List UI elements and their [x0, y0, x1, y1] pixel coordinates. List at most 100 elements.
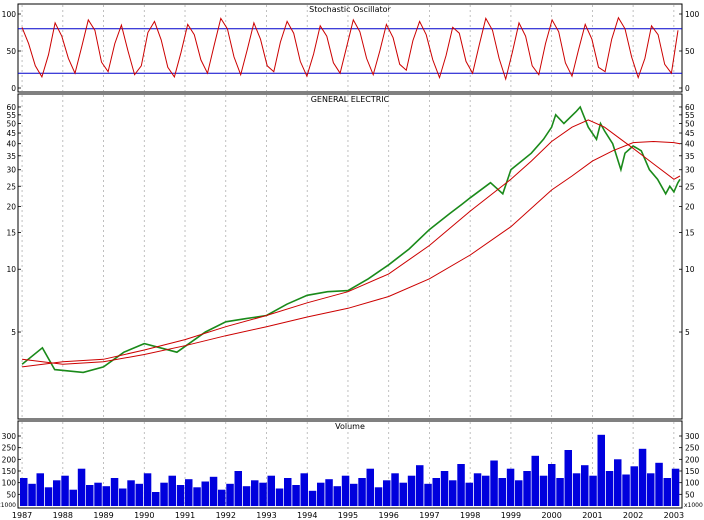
y-tick-label: 35	[685, 152, 695, 161]
volume-bar	[614, 459, 622, 506]
volume-bar	[28, 483, 36, 506]
volume-bar	[44, 487, 53, 506]
volume-bar	[399, 482, 407, 506]
y-tick-label: 250	[685, 444, 700, 453]
volume-bar	[251, 480, 259, 506]
y-tick-label: 150	[685, 467, 700, 476]
stochastic-panel: Stochastic Oscillator 0 0 50 50 100 100	[2, 3, 700, 93]
volume-bar	[226, 483, 234, 506]
x-tick-label: 1999	[501, 511, 521, 520]
volume-bar	[300, 473, 308, 506]
volume-bar	[218, 489, 226, 506]
x-tick-label: 2001	[582, 511, 602, 520]
y-tick-label: 25	[6, 182, 16, 191]
volume-bar	[366, 468, 374, 506]
volume-bar	[350, 483, 358, 506]
volume-bar	[457, 464, 465, 506]
x-tick-label: 1994	[297, 511, 317, 520]
volume-title: Volume	[335, 422, 365, 431]
volume-bar	[160, 482, 168, 506]
volume-bar	[284, 478, 292, 506]
y-tick-label: 50	[6, 47, 16, 56]
volume-bar	[275, 488, 284, 506]
y-tick-label: 100	[685, 479, 700, 488]
volume-bar	[473, 473, 482, 506]
volume-bar	[94, 482, 102, 506]
x-tick-label: 2003	[664, 511, 684, 520]
y-tick-label: 30	[6, 166, 16, 175]
y-tick-label: 50	[685, 490, 695, 499]
x-tick-label: 1989	[93, 511, 113, 520]
x-tick-label: 1992	[216, 511, 236, 520]
volume-bar	[69, 489, 77, 506]
volume-bar	[506, 468, 515, 506]
volume-bar	[358, 478, 366, 506]
volume-bar	[259, 482, 267, 506]
y-tick-label: 100	[2, 10, 17, 19]
volume-scale-label: x1000	[0, 502, 16, 509]
volume-bar	[267, 475, 275, 506]
volume-bar	[515, 480, 523, 506]
volume-bar	[597, 434, 605, 506]
volume-bar	[176, 485, 185, 506]
volume-bar	[168, 475, 176, 506]
y-tick-label: 25	[685, 182, 695, 191]
y-tick-label: 40	[6, 140, 16, 149]
volume-bar	[53, 480, 61, 506]
y-tick-label: 15	[6, 229, 16, 238]
y-tick-label: 45	[6, 129, 16, 138]
volume-bar	[77, 468, 86, 506]
volume-bar	[110, 478, 119, 506]
volume-bar	[638, 448, 647, 506]
volume-bar	[86, 485, 94, 506]
x-tick-label: 2000	[541, 511, 561, 520]
volume-bar	[655, 462, 663, 506]
y-tick-label: 50	[685, 47, 695, 56]
volume-bar	[374, 487, 383, 506]
volume-bar	[234, 471, 242, 506]
price-line	[21, 105, 681, 374]
volume-bar	[209, 476, 218, 506]
y-tick-label: 20	[685, 202, 695, 211]
y-tick-label: 100	[685, 10, 700, 19]
volume-bar	[308, 490, 317, 506]
y-tick-label: 35	[6, 152, 16, 161]
moving-average-long	[22, 140, 681, 365]
volume-bar	[482, 475, 490, 506]
volume-bar	[572, 473, 581, 506]
volume-bar	[292, 485, 300, 506]
y-tick-label: 250	[2, 444, 17, 453]
volume-bar	[498, 478, 506, 506]
y-tick-label: 10	[685, 265, 695, 274]
volume-bar	[143, 473, 152, 506]
y-tick-label: 200	[685, 455, 700, 464]
x-tick-label: 2002	[623, 511, 643, 520]
stochastic-title: Stochastic Oscillator	[309, 5, 391, 14]
volume-bar	[61, 475, 69, 506]
volume-bar	[564, 450, 572, 506]
volume-bar	[407, 475, 416, 506]
volume-bar	[20, 478, 28, 506]
volume-bar	[449, 480, 457, 506]
volume-panel: Volume 50 50 100 100 150 150 200 200 250 250 300 30…	[0, 420, 703, 509]
volume-bar	[671, 468, 680, 506]
x-tick-label: 1996	[379, 511, 399, 520]
volume-bar	[36, 473, 44, 506]
volume-bar	[440, 471, 449, 506]
volume-bar	[135, 483, 143, 506]
volume-bar	[119, 488, 127, 506]
x-tick-label: 1993	[256, 511, 276, 520]
y-tick-label: 300	[2, 432, 17, 441]
volume-bar	[325, 479, 333, 506]
volume-bar	[523, 471, 531, 506]
volume-bar	[432, 478, 440, 506]
y-tick-label: 0	[11, 84, 16, 93]
y-tick-label: 5	[11, 328, 16, 337]
volume-bar	[490, 460, 498, 506]
volume-bar	[605, 471, 614, 506]
volume-bar	[531, 455, 539, 506]
volume-bar	[185, 479, 193, 506]
stochastic-line	[21, 16, 679, 81]
y-tick-label: 50	[6, 490, 16, 499]
